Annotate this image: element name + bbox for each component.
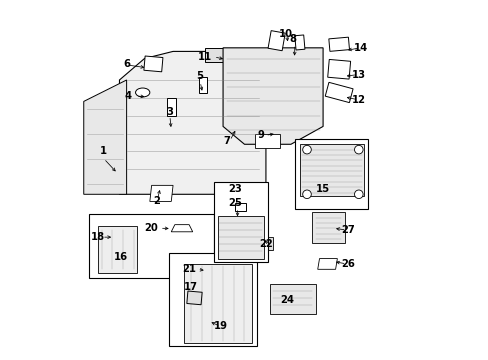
- Bar: [294, 35, 305, 50]
- Text: 22: 22: [259, 239, 272, 249]
- Polygon shape: [317, 258, 337, 269]
- Text: 4: 4: [124, 91, 132, 101]
- Text: 26: 26: [341, 259, 354, 269]
- Polygon shape: [171, 225, 192, 232]
- Text: 6: 6: [123, 59, 130, 69]
- Polygon shape: [255, 134, 280, 148]
- Polygon shape: [83, 80, 126, 194]
- Polygon shape: [217, 216, 264, 258]
- Bar: [325, 82, 352, 103]
- Bar: [143, 56, 163, 72]
- Circle shape: [354, 145, 363, 154]
- Bar: [267, 31, 285, 51]
- Bar: [327, 59, 350, 79]
- Polygon shape: [198, 237, 272, 249]
- Circle shape: [302, 190, 311, 199]
- Polygon shape: [149, 185, 173, 202]
- Text: 7: 7: [223, 136, 230, 146]
- Text: 13: 13: [351, 69, 365, 80]
- Polygon shape: [223, 48, 323, 144]
- Text: 5: 5: [196, 71, 203, 81]
- Circle shape: [354, 190, 363, 199]
- Bar: [199, 77, 207, 93]
- Text: 11: 11: [198, 52, 212, 62]
- Text: 18: 18: [91, 232, 105, 242]
- Text: 20: 20: [144, 223, 158, 233]
- Bar: [166, 98, 175, 116]
- Text: 8: 8: [288, 34, 296, 44]
- Bar: [89, 214, 214, 278]
- Text: 2: 2: [153, 197, 160, 206]
- Bar: [169, 253, 257, 346]
- Bar: [328, 37, 349, 51]
- Text: 9: 9: [257, 130, 264, 140]
- Circle shape: [302, 145, 311, 154]
- Text: 15: 15: [315, 184, 329, 194]
- Text: 23: 23: [228, 184, 242, 194]
- Text: 17: 17: [183, 282, 198, 292]
- Bar: [294, 139, 367, 208]
- Text: 24: 24: [280, 295, 294, 305]
- Polygon shape: [183, 264, 251, 342]
- Bar: [186, 291, 202, 305]
- Text: 3: 3: [166, 107, 173, 117]
- Polygon shape: [98, 226, 137, 273]
- Text: 25: 25: [228, 198, 242, 208]
- Text: 27: 27: [341, 225, 354, 235]
- Polygon shape: [119, 51, 265, 194]
- Polygon shape: [312, 212, 344, 243]
- Text: 1: 1: [100, 147, 107, 157]
- Text: 10: 10: [278, 28, 292, 39]
- Text: 12: 12: [351, 95, 365, 105]
- Bar: [234, 203, 245, 211]
- Text: 16: 16: [114, 252, 128, 262]
- Text: 21: 21: [182, 264, 196, 274]
- Text: 19: 19: [214, 321, 228, 332]
- Polygon shape: [205, 48, 251, 62]
- Ellipse shape: [135, 88, 149, 97]
- Polygon shape: [299, 144, 364, 196]
- Bar: [214, 182, 267, 262]
- Polygon shape: [269, 284, 315, 314]
- Text: 14: 14: [353, 43, 367, 53]
